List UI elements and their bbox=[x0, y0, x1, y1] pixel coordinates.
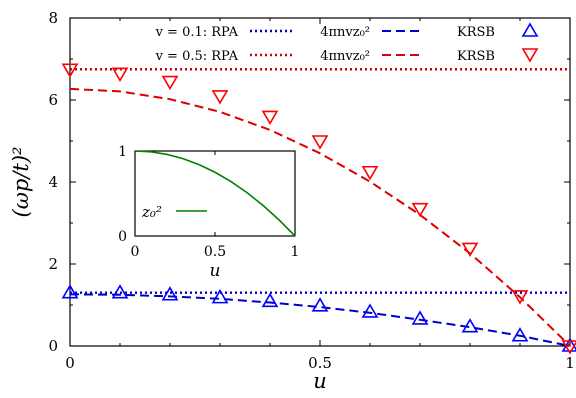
legend: v = 0.1: RPA 4πnvz₀² KRSB v = 0.5: RPA 4… bbox=[155, 22, 539, 64]
inset-ticks: 0 0.5 1 0 1 bbox=[118, 144, 299, 260]
main-ticks: 0 0.5 1 0 2 4 6 8 bbox=[48, 9, 574, 372]
legend-label-v05-fit: 4πnvz₀² bbox=[320, 49, 370, 64]
inset-x-tick-label: 0 bbox=[131, 244, 140, 260]
series-point-krsb bbox=[211, 90, 229, 105]
legend-label-v01-fit: 4πnvz₀² bbox=[320, 25, 370, 40]
series-point-krsb bbox=[561, 340, 576, 355]
series-point-krsb bbox=[461, 242, 479, 258]
legend-label-v01-rpa: v = 0.1: RPA bbox=[155, 25, 239, 40]
series-point-krsb bbox=[361, 303, 379, 318]
series-point-krsb bbox=[161, 286, 179, 301]
series-line-fit-4 bbox=[69, 87, 571, 347]
series-point-krsb bbox=[411, 310, 429, 325]
series-point-krsb bbox=[61, 284, 79, 299]
inset-legend-label: z₀² bbox=[141, 203, 162, 221]
inset-y-tick-label: 1 bbox=[118, 144, 127, 160]
legend-label-v01-krsb: KRSB bbox=[457, 25, 495, 40]
x-tick-label: 1 bbox=[565, 354, 575, 372]
series-point-krsb bbox=[511, 327, 529, 342]
inset-y-tick-label: 0 bbox=[118, 229, 127, 245]
series-point-krsb bbox=[311, 297, 329, 312]
series-point-krsb bbox=[61, 63, 79, 78]
legend-label-v05-rpa: v = 0.5: RPA bbox=[155, 49, 239, 64]
y-tick-label: 0 bbox=[48, 337, 58, 355]
inset-frame bbox=[134, 150, 296, 237]
series-point-krsb bbox=[461, 318, 479, 333]
series-line-fit-1 bbox=[69, 293, 571, 347]
series-point-krsb bbox=[261, 110, 279, 125]
inset-series-line bbox=[134, 150, 296, 237]
inset-x-tick-label: 1 bbox=[291, 244, 300, 260]
inset-series bbox=[134, 150, 296, 237]
inset-x-tick-label: 0.5 bbox=[204, 244, 226, 260]
series-point-krsb bbox=[511, 290, 529, 305]
y-axis-label: (ωp/t)² bbox=[9, 147, 33, 218]
y-tick-label: 2 bbox=[48, 255, 58, 273]
main-series bbox=[61, 63, 576, 355]
series-point-krsb bbox=[161, 75, 179, 91]
series-point-krsb bbox=[111, 67, 129, 82]
x-tick-label: 0.5 bbox=[308, 354, 332, 372]
legend-label-v05-krsb: KRSB bbox=[457, 49, 495, 64]
y-tick-label: 8 bbox=[48, 9, 58, 27]
series-point-krsb bbox=[211, 289, 229, 304]
series-point-krsb bbox=[111, 284, 129, 299]
inset-x-axis-label: u bbox=[210, 261, 221, 281]
series-point-krsb bbox=[411, 202, 429, 218]
series-point-krsb bbox=[311, 135, 329, 150]
x-axis-label: u bbox=[313, 369, 327, 393]
y-tick-label: 4 bbox=[48, 173, 58, 191]
series-point-krsb bbox=[261, 292, 279, 308]
legend-marker-v05-krsb bbox=[521, 48, 539, 63]
x-tick-label: 0 bbox=[65, 354, 75, 372]
y-tick-label: 6 bbox=[48, 91, 58, 109]
series-point-krsb bbox=[361, 165, 379, 181]
legend-marker-v01-krsb bbox=[521, 22, 539, 37]
series-point-krsb bbox=[561, 337, 576, 352]
